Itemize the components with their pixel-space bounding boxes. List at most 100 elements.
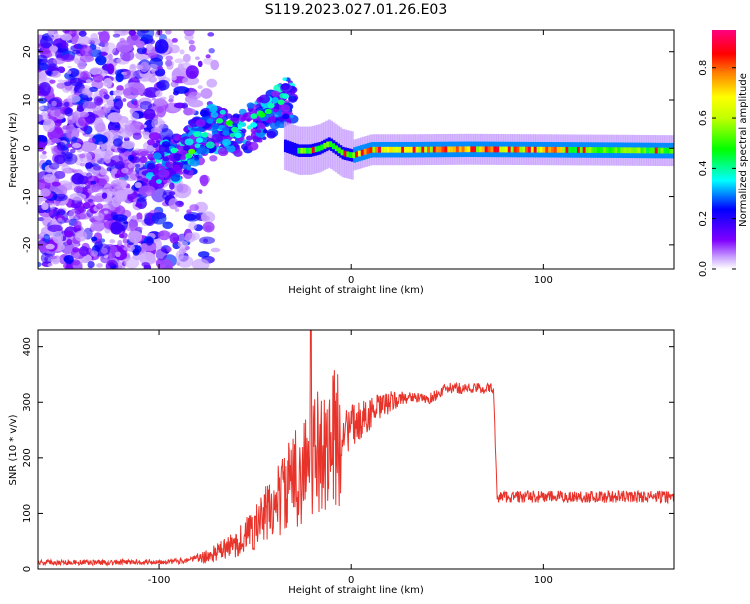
heatmap-blob bbox=[283, 86, 288, 90]
heatmap-speckle bbox=[121, 167, 129, 174]
heatmap-speckle bbox=[171, 38, 178, 43]
heatmap-speckle bbox=[86, 172, 93, 180]
heatmap-speckle bbox=[187, 99, 203, 108]
ridge-core bbox=[334, 145, 338, 152]
ridge-core bbox=[340, 149, 344, 156]
ridge-body bbox=[286, 140, 290, 153]
ridge-core bbox=[409, 146, 413, 153]
ridge-core bbox=[617, 147, 621, 154]
heatmap-speckle bbox=[118, 233, 125, 239]
heatmap-speckle bbox=[130, 64, 136, 70]
heatmap-blob-core bbox=[170, 147, 178, 154]
heatmap-speckle bbox=[147, 52, 158, 59]
heatmap-blob bbox=[229, 133, 236, 138]
heatmap-blob bbox=[161, 141, 171, 148]
colorbar-tick-label: 0.4 bbox=[698, 160, 709, 176]
heatmap-blob bbox=[289, 114, 294, 118]
ridge-core bbox=[640, 147, 644, 154]
ridge-core bbox=[360, 149, 364, 156]
heatmap-speckle bbox=[112, 130, 122, 137]
heatmap-speckle bbox=[116, 85, 124, 92]
heatmap-blob-core bbox=[185, 152, 193, 159]
heatmap-speckle bbox=[133, 100, 138, 106]
heatmap-speckle bbox=[134, 181, 142, 189]
ridge-core bbox=[311, 147, 315, 153]
heatmap-speckle bbox=[131, 215, 138, 221]
ridge-core bbox=[395, 146, 399, 153]
ridge-core bbox=[527, 146, 531, 153]
heatmap-speckle bbox=[66, 70, 72, 75]
heatmap-speckle bbox=[103, 77, 113, 88]
ridge-core bbox=[329, 141, 333, 148]
heatmap-blob-core bbox=[258, 112, 266, 118]
heatmap-speckle bbox=[135, 226, 143, 231]
heatmap-blob bbox=[262, 129, 268, 134]
ridge-core bbox=[608, 147, 612, 154]
ridge-core bbox=[631, 147, 635, 154]
ridge-core bbox=[432, 146, 436, 153]
y-tick-label: 10 bbox=[22, 94, 33, 107]
ridge-core bbox=[398, 146, 402, 153]
heatmap-speckle bbox=[49, 45, 59, 52]
heatmap-speckle bbox=[115, 251, 121, 258]
heatmap-speckle bbox=[54, 170, 66, 180]
heatmap-speckle bbox=[51, 100, 57, 107]
heatmap-speckle bbox=[72, 127, 80, 135]
ridge-core bbox=[594, 147, 598, 153]
snr-frame bbox=[37, 329, 675, 570]
heatmap-speckle bbox=[103, 153, 112, 164]
heatmap-speckle bbox=[189, 204, 200, 212]
ridge-core bbox=[556, 146, 560, 153]
heatmap-speckle bbox=[62, 125, 71, 130]
ridge-core bbox=[502, 146, 506, 153]
ridge-body bbox=[295, 143, 299, 157]
heatmap-speckle bbox=[112, 33, 121, 38]
heatmap-blob-core bbox=[264, 108, 272, 115]
heatmap-speckle bbox=[71, 136, 78, 143]
heatmap-speckle bbox=[148, 132, 161, 141]
heatmap-speckle bbox=[95, 122, 106, 133]
ridge-core bbox=[297, 147, 301, 154]
heatmap-speckle bbox=[137, 70, 142, 74]
ridge-core bbox=[646, 147, 650, 154]
heatmap-blob bbox=[280, 104, 291, 112]
x-tick-label: 0 bbox=[348, 575, 354, 586]
y-tick-label: -20 bbox=[22, 237, 33, 253]
heatmap-blob-core bbox=[206, 118, 214, 124]
heatmap-speckle bbox=[38, 105, 45, 111]
ridge-core bbox=[571, 147, 575, 153]
heatmap-speckle bbox=[88, 86, 98, 92]
heatmap-blob bbox=[178, 171, 184, 175]
heatmap-speckle bbox=[87, 261, 95, 269]
heatmap-blob-core bbox=[212, 123, 220, 130]
x-tick-label: -100 bbox=[148, 575, 171, 586]
heatmap-speckle bbox=[136, 46, 147, 55]
heatmap-speckle bbox=[117, 115, 129, 124]
heatmap-speckle bbox=[110, 221, 123, 235]
heatmap-speckle bbox=[82, 100, 96, 112]
heatmap-speckle bbox=[77, 115, 91, 127]
heatmap-speckle bbox=[54, 154, 66, 165]
heatmap-speckle bbox=[39, 154, 48, 160]
ridge-core bbox=[574, 147, 578, 153]
ridge-core bbox=[484, 146, 488, 153]
ridge-core bbox=[383, 146, 387, 153]
heatmap-speckle bbox=[47, 262, 54, 267]
heatmap-speckle bbox=[61, 54, 75, 63]
ridge-core bbox=[464, 146, 468, 153]
ridge-core bbox=[386, 146, 390, 153]
heatmap-blob bbox=[282, 77, 288, 81]
ridge-core bbox=[525, 146, 529, 153]
ridge-core bbox=[435, 146, 439, 153]
heatmap-blob-core bbox=[193, 131, 201, 138]
y-tick-label: 300 bbox=[22, 393, 33, 412]
heatmap-speckle bbox=[46, 70, 53, 76]
heatmap-speckle bbox=[42, 150, 47, 155]
heatmap-y-label: Frequency (Hz) bbox=[8, 112, 19, 188]
heatmap-speckle bbox=[177, 240, 188, 249]
ridge-core bbox=[600, 147, 604, 153]
heatmap-speckle bbox=[135, 40, 145, 49]
ridge-core bbox=[585, 147, 589, 153]
heatmap-blob bbox=[172, 164, 181, 172]
